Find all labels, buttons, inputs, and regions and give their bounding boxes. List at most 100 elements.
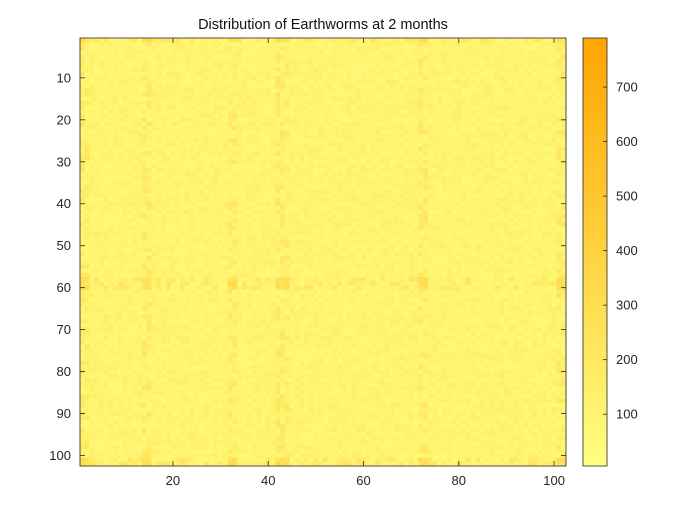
heatmap-cell	[84, 113, 90, 119]
heatmap-cell	[494, 54, 500, 60]
heatmap-cell	[189, 113, 195, 119]
heatmap-cell	[542, 75, 548, 81]
heatmap-cell	[480, 58, 486, 64]
heatmap-cell	[294, 176, 300, 182]
heatmap-cell	[194, 176, 200, 182]
heatmap-cell	[265, 159, 271, 165]
heatmap-cell	[189, 159, 195, 165]
heatmap-cell	[432, 180, 438, 186]
heatmap-cell	[418, 117, 424, 123]
heatmap-cell	[323, 113, 329, 119]
heatmap-cell	[442, 239, 448, 244]
heatmap-cell	[256, 113, 262, 119]
heatmap-cell	[418, 67, 424, 72]
heatmap-cell	[551, 54, 557, 60]
heatmap-cell	[456, 172, 462, 177]
heatmap-cell	[280, 113, 286, 119]
heatmap-cell	[556, 205, 562, 211]
heatmap-cell	[227, 126, 233, 131]
heatmap-cell	[346, 138, 352, 144]
heatmap-cell	[442, 71, 448, 77]
heatmap-cell	[122, 121, 128, 127]
heatmap-cell	[318, 96, 324, 102]
heatmap-cell	[184, 201, 190, 207]
heatmap-cell	[442, 155, 448, 161]
heatmap-cell	[508, 231, 514, 236]
heatmap-cell	[165, 155, 171, 161]
heatmap-cell	[361, 126, 367, 131]
heatmap-cell	[256, 201, 262, 207]
heatmap-cell	[556, 235, 562, 240]
heatmap-cell	[232, 88, 238, 93]
heatmap-cell	[561, 189, 567, 194]
heatmap-cell	[227, 121, 233, 127]
heatmap-cell	[156, 197, 162, 202]
heatmap-cell	[284, 100, 290, 106]
heatmap-cell	[561, 147, 567, 152]
heatmap-cell	[346, 197, 352, 202]
heatmap-cell	[189, 214, 195, 219]
heatmap-cell	[118, 147, 124, 152]
heatmap-cell	[208, 222, 214, 228]
heatmap-cell	[189, 50, 195, 56]
heatmap-cell	[199, 38, 205, 43]
heatmap-cell	[284, 222, 290, 228]
heatmap-cell	[161, 109, 167, 114]
heatmap-cell	[132, 210, 138, 215]
heatmap-cell	[256, 214, 262, 219]
heatmap-cell	[222, 214, 229, 219]
heatmap-cell	[189, 163, 195, 169]
heatmap-cell	[485, 159, 491, 165]
heatmap-cell	[380, 176, 386, 182]
heatmap-cell	[361, 75, 367, 81]
heatmap-cell	[251, 109, 257, 114]
heatmap-cell	[327, 222, 333, 228]
heatmap-cell	[513, 201, 519, 207]
heatmap-cell	[194, 159, 200, 165]
heatmap-cell	[99, 109, 105, 114]
heatmap-cell	[427, 134, 433, 140]
heatmap-cell	[332, 100, 338, 106]
heatmap-cell	[361, 172, 367, 177]
heatmap-cell	[408, 63, 414, 68]
heatmap-cell	[251, 205, 257, 211]
heatmap-cell	[518, 189, 524, 194]
heatmap-cell	[323, 180, 329, 186]
heatmap-cell	[213, 121, 219, 127]
heatmap-cell	[370, 117, 376, 123]
heatmap-cell	[370, 54, 376, 60]
heatmap-cell	[446, 117, 452, 123]
heatmap-cell	[504, 184, 510, 190]
heatmap-cell	[432, 113, 438, 119]
heatmap-cell	[213, 126, 219, 131]
heatmap-cell	[508, 54, 514, 60]
heatmap-cell	[146, 117, 152, 123]
heatmap-cell	[280, 121, 286, 127]
heatmap-cell	[523, 147, 529, 152]
heatmap-cell	[199, 214, 205, 219]
heatmap-cell	[213, 75, 219, 81]
heatmap-cell	[184, 117, 190, 123]
heatmap-cell	[299, 117, 305, 123]
heatmap-cell	[399, 176, 405, 182]
heatmap-cell	[251, 117, 257, 123]
heatmap-cell	[265, 75, 271, 81]
heatmap-cell	[561, 176, 567, 182]
heatmap-cell	[346, 50, 352, 56]
heatmap-cell	[222, 235, 229, 240]
heatmap-cell	[313, 117, 319, 123]
heatmap-cell	[470, 92, 476, 98]
heatmap-cell	[118, 96, 124, 102]
heatmap-cell	[251, 226, 257, 232]
heatmap-cell	[418, 126, 424, 131]
heatmap-cell	[504, 84, 510, 89]
heatmap-cell	[270, 176, 276, 182]
heatmap-cell	[175, 226, 181, 232]
heatmap-cell	[546, 46, 553, 51]
heatmap-cell	[289, 54, 295, 60]
heatmap-cell	[461, 180, 467, 186]
heatmap-cell	[118, 134, 124, 140]
heatmap-cell	[446, 142, 452, 148]
heatmap-cell	[222, 84, 229, 89]
heatmap-cell	[180, 151, 186, 156]
